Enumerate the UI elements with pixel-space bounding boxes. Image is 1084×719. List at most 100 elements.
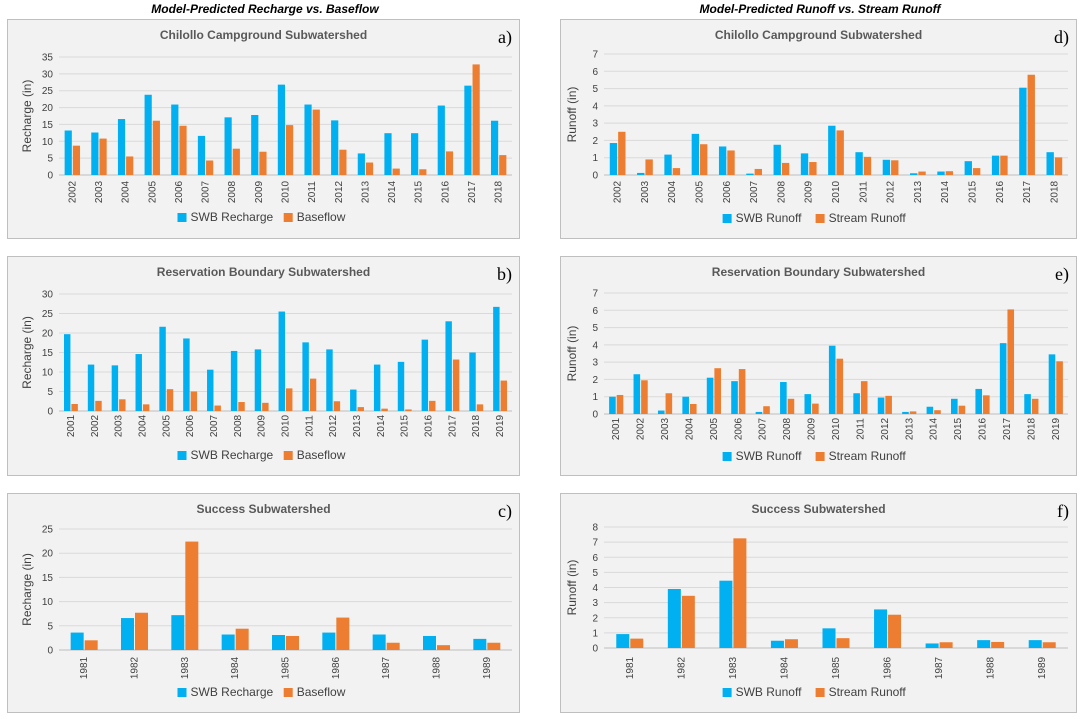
x-tick-label: 1985: [831, 656, 842, 679]
bar-series1: [171, 104, 179, 175]
bar-series2: [142, 404, 150, 411]
y-tick-label: 7: [592, 538, 598, 549]
x-tick-label: 2013: [913, 180, 924, 203]
legend-label-series1: SWB Runoff: [736, 211, 802, 225]
y-tick-label: 6: [592, 67, 598, 78]
bar-series2: [429, 400, 436, 411]
bar-series2: [733, 538, 747, 648]
bar-series1: [731, 381, 738, 414]
bar-series2: [357, 407, 364, 411]
x-tick-label: 2006: [185, 414, 196, 437]
bar-series1: [111, 365, 119, 411]
x-tick-label: 2004: [121, 180, 132, 203]
panel-label: b): [497, 264, 512, 285]
x-tick-label: 2011: [858, 181, 869, 203]
x-tick-label: 2017: [447, 414, 458, 437]
legend-swatch-series1: [722, 452, 732, 461]
legend-label-series1: SWB Runoff: [736, 685, 802, 699]
x-tick-label: 2004: [137, 414, 148, 437]
bar-series1: [87, 364, 95, 411]
chart-background: [7, 256, 520, 476]
bar-series2: [126, 156, 134, 175]
y-tick-label: 4: [592, 340, 598, 351]
chart-c-svg: Success Subwatershed c) 0 5 10 15 20 25 Recharge…: [7, 493, 520, 713]
bar-series1: [91, 132, 99, 175]
chart-panel-a: Chilollo Campground Subwatershed a) 0 5 10 15…: [7, 19, 520, 239]
x-tick-label: 2018: [494, 180, 505, 203]
bar-series1: [925, 643, 939, 648]
y-tick-label: 2: [592, 136, 598, 147]
x-tick-label: 1982: [676, 656, 687, 679]
y-axis-label: Runoff (in): [565, 560, 579, 616]
chart-title: Success Subwatershed: [196, 502, 330, 516]
bar-series1: [1046, 152, 1054, 175]
left-column-title: Model-Predicted Recharge vs. Baseflow: [151, 2, 379, 16]
chart-background: [7, 19, 520, 239]
legend-swatch-series1: [177, 688, 187, 697]
x-tick-label: 2004: [667, 180, 678, 203]
y-axis-label: Runoff (in): [565, 87, 579, 143]
legend-swatch-series1: [722, 214, 732, 223]
x-tick-label: 2008: [776, 180, 787, 203]
x-tick-label: 2016: [424, 414, 435, 437]
bar-series2: [71, 403, 78, 411]
bar-series1: [637, 172, 645, 175]
x-tick-label: 2011: [307, 181, 318, 203]
x-tick-label: 2011: [855, 418, 866, 440]
bar-series1: [490, 120, 499, 175]
y-axis-label: Recharge (in): [20, 553, 34, 626]
bar-series2: [812, 403, 819, 414]
y-tick-label: 20: [42, 103, 54, 114]
bar-series1: [800, 153, 809, 175]
bar-series2: [836, 130, 844, 175]
bar-series1: [469, 352, 476, 411]
x-tick-label: 2002: [613, 180, 624, 203]
legend-label-series1: SWB Runoff: [736, 449, 802, 463]
bar-series2: [983, 395, 990, 414]
bar-series2: [934, 410, 941, 414]
bar-series1: [121, 618, 134, 650]
bar-series2: [1000, 155, 1008, 175]
bar-series2: [405, 409, 412, 411]
bar-series1: [493, 306, 500, 411]
y-tick-label: 3: [592, 358, 598, 369]
x-tick-label: 2018: [1026, 417, 1037, 440]
bar-series2: [1042, 642, 1056, 648]
bar-series1: [853, 393, 860, 414]
y-tick-label: 5: [592, 568, 598, 579]
legend-swatch-series2: [815, 452, 825, 461]
x-tick-label: 1985: [281, 656, 292, 679]
bar-series1: [322, 632, 336, 650]
x-tick-label: 2017: [1002, 417, 1013, 440]
x-tick-label: 2009: [807, 417, 818, 440]
x-tick-label: 2005: [161, 414, 172, 437]
bar-series2: [689, 403, 697, 414]
bar-series1: [609, 143, 618, 175]
bar-series2: [152, 120, 160, 175]
bar-series2: [672, 168, 681, 175]
bar-series2: [262, 402, 269, 411]
bar-series1: [251, 114, 259, 175]
y-tick-label: 7: [592, 50, 598, 61]
bar-series1: [302, 342, 309, 411]
bar-series2: [309, 378, 317, 411]
legend-label-series2: Stream Runoff: [829, 449, 907, 463]
y-tick-label: 0: [47, 407, 53, 418]
x-tick-label: 2002: [636, 417, 647, 440]
x-tick-label: 2016: [978, 417, 989, 440]
panel-label: c): [498, 501, 512, 522]
chart-title: Chilollo Campground Subwatershed: [715, 28, 922, 42]
bar-series1: [372, 634, 386, 650]
bar-series1: [207, 369, 214, 411]
legend-label-series2: Baseflow: [297, 448, 346, 462]
x-tick-label: 2004: [684, 417, 695, 440]
bar-series1: [616, 634, 630, 648]
y-tick-label: 0: [592, 644, 598, 655]
bar-series2: [972, 168, 981, 175]
bar-series2: [945, 171, 954, 175]
bar-series2: [763, 406, 770, 414]
bar-series1: [221, 634, 235, 650]
bar-series2: [214, 405, 221, 411]
x-tick-label: 2019: [1051, 417, 1062, 440]
bar-series2: [166, 389, 174, 411]
